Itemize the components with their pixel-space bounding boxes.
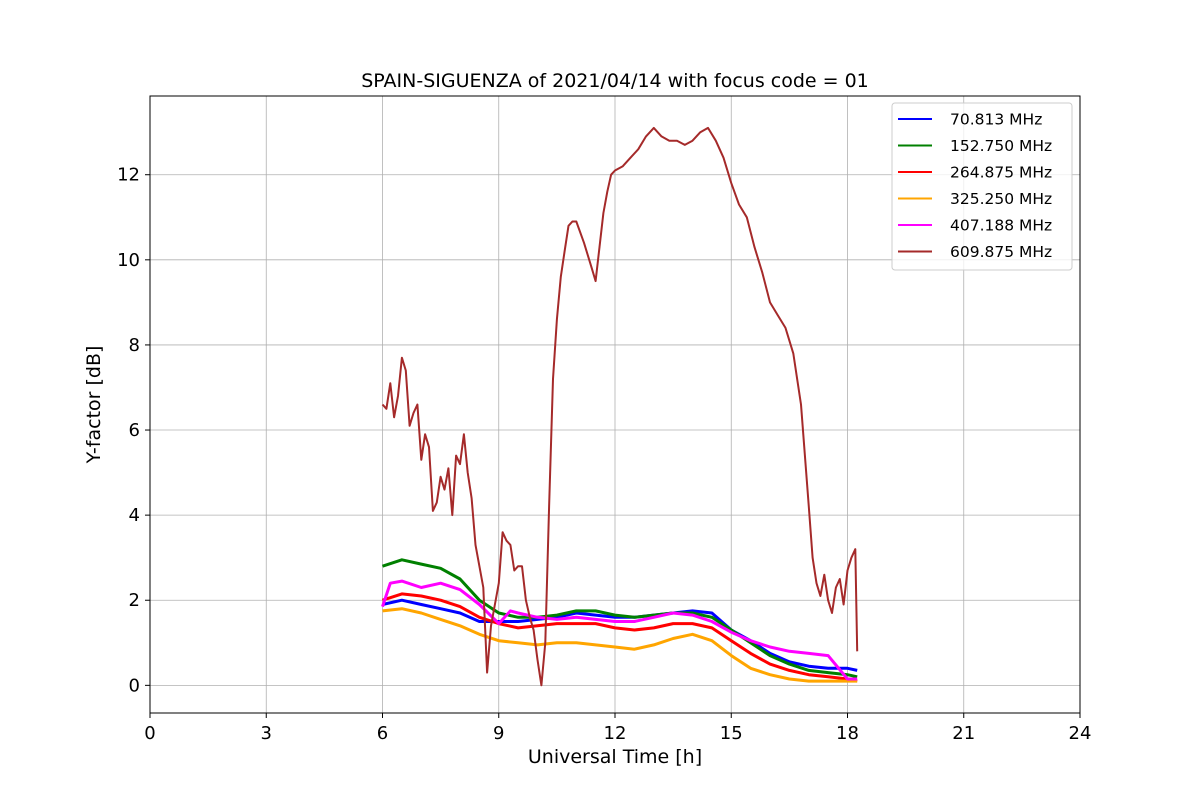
x-tick-label: 6: [377, 723, 388, 744]
x-tick-label: 9: [493, 723, 504, 744]
y-axis-label: Y-factor [dB]: [83, 346, 105, 465]
legend-label: 152.750 MHz: [950, 137, 1052, 155]
x-tick-label: 24: [1069, 723, 1092, 744]
y-tick-label: 4: [129, 505, 140, 526]
x-tick-label: 21: [952, 723, 975, 744]
legend-label: 407.188 MHz: [950, 217, 1052, 235]
y-tick-label: 0: [129, 675, 140, 696]
x-tick-label: 0: [144, 723, 155, 744]
y-tick-label: 6: [129, 420, 140, 441]
series-line-609-875-mhz: [381, 126, 859, 687]
legend-label: 325.250 MHz: [950, 190, 1052, 208]
legend-label: 70.813 MHz: [950, 111, 1042, 129]
x-axis-label: Universal Time [h]: [528, 746, 702, 768]
series-layer: [381, 126, 859, 687]
series-line-152-750-mhz: [382, 558, 858, 679]
legend-label: 264.875 MHz: [950, 164, 1052, 182]
series-line-264-875-mhz: [382, 592, 858, 683]
y-tick-label: 2: [129, 590, 140, 611]
y-tick-label: 12: [117, 165, 140, 186]
series-line-407-188-mhz: [381, 579, 858, 681]
y-tick-label: 10: [117, 250, 140, 271]
legend-label: 609.875 MHz: [950, 243, 1052, 261]
x-tick-label: 15: [720, 723, 743, 744]
legend-box: [891, 102, 1073, 271]
x-tick-label: 3: [261, 723, 272, 744]
chart-title: SPAIN-SIGUENZA of 2021/04/14 with focus …: [361, 70, 869, 92]
x-tick-label: 12: [604, 723, 627, 744]
x-tick-label: 18: [836, 723, 859, 744]
y-tick-label: 8: [129, 335, 140, 356]
series-line-325-250-mhz: [382, 607, 858, 683]
legend: 70.813 MHz 152.750 MHz 264.875 MHz 325.250 …: [891, 102, 1073, 271]
